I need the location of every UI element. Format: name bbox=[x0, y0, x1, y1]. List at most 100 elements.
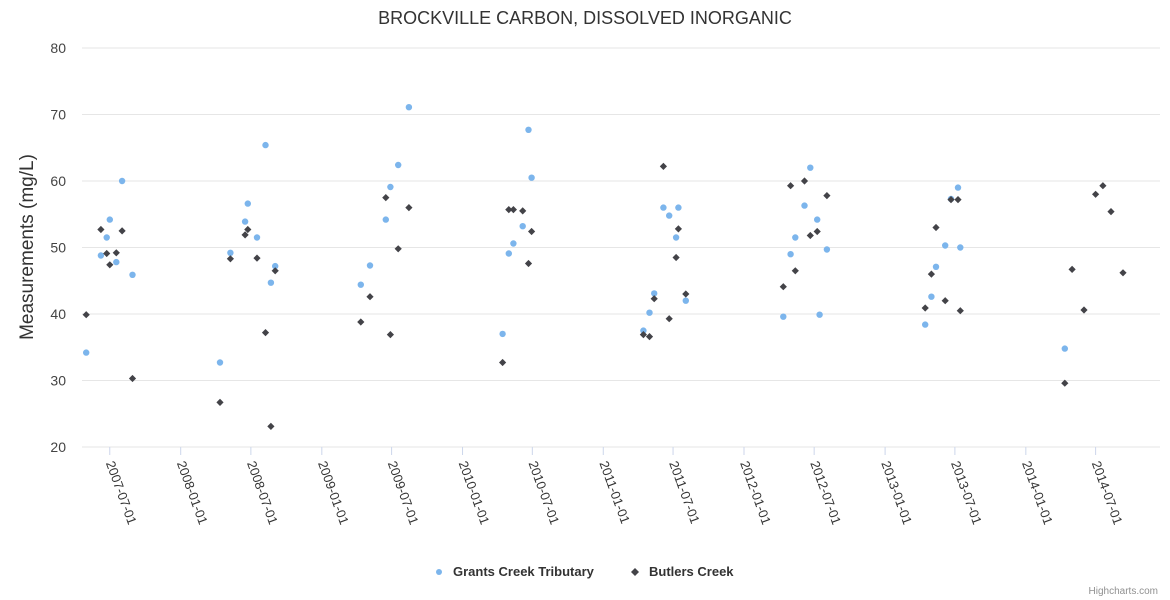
data-point[interactable] bbox=[83, 349, 90, 356]
data-point[interactable] bbox=[524, 259, 533, 268]
data-point[interactable] bbox=[106, 261, 114, 269]
data-point[interactable] bbox=[271, 267, 279, 275]
data-point[interactable] bbox=[505, 250, 512, 257]
data-point[interactable] bbox=[244, 200, 251, 207]
data-point[interactable] bbox=[241, 218, 249, 225]
data-point[interactable] bbox=[499, 330, 506, 338]
data-point[interactable] bbox=[97, 225, 105, 234]
data-point[interactable] bbox=[267, 279, 275, 286]
data-point[interactable] bbox=[956, 307, 964, 315]
data-point[interactable] bbox=[216, 398, 224, 406]
data-point[interactable] bbox=[816, 311, 823, 318]
data-point[interactable] bbox=[672, 234, 680, 241]
data-point[interactable] bbox=[357, 318, 365, 326]
data-point[interactable] bbox=[659, 162, 667, 170]
data-point[interactable] bbox=[387, 183, 394, 191]
data-point[interactable] bbox=[791, 267, 799, 275]
data-point[interactable] bbox=[382, 194, 390, 202]
data-point[interactable] bbox=[405, 104, 413, 111]
data-point[interactable] bbox=[394, 245, 402, 253]
data-point[interactable] bbox=[651, 290, 658, 297]
data-point[interactable] bbox=[957, 244, 964, 251]
data-point[interactable] bbox=[1092, 190, 1100, 198]
data-point[interactable] bbox=[528, 174, 535, 181]
data-point[interactable] bbox=[682, 297, 689, 304]
data-point[interactable] bbox=[244, 225, 252, 234]
data-point[interactable] bbox=[639, 331, 647, 339]
data-point[interactable] bbox=[665, 315, 673, 323]
data-point[interactable] bbox=[253, 254, 261, 262]
data-point[interactable] bbox=[261, 329, 270, 337]
data-point[interactable] bbox=[113, 258, 120, 266]
data-point[interactable] bbox=[505, 206, 513, 214]
data-point[interactable] bbox=[395, 161, 402, 169]
data-point[interactable] bbox=[262, 141, 269, 149]
data-point[interactable] bbox=[787, 251, 794, 258]
data-point[interactable] bbox=[267, 422, 275, 430]
data-point[interactable] bbox=[226, 255, 234, 263]
data-point[interactable] bbox=[674, 225, 682, 233]
data-point[interactable] bbox=[941, 297, 949, 305]
data-point[interactable] bbox=[366, 293, 374, 301]
data-point[interactable] bbox=[528, 227, 536, 236]
legend-item-grants-creek[interactable]: Grants Creek Tributary bbox=[436, 564, 595, 579]
data-point[interactable] bbox=[800, 177, 809, 185]
data-point[interactable] bbox=[954, 196, 962, 204]
data-point[interactable] bbox=[241, 231, 249, 239]
data-point[interactable] bbox=[103, 234, 110, 241]
data-point[interactable] bbox=[82, 311, 90, 319]
data-point[interactable] bbox=[97, 252, 105, 259]
data-point[interactable] bbox=[672, 253, 680, 262]
data-point[interactable] bbox=[216, 359, 224, 366]
data-point[interactable] bbox=[129, 271, 136, 278]
data-point[interactable] bbox=[382, 216, 389, 223]
data-point[interactable] bbox=[118, 227, 126, 235]
data-point[interactable] bbox=[823, 246, 831, 253]
data-point[interactable] bbox=[675, 204, 682, 211]
data-point[interactable] bbox=[650, 295, 658, 303]
data-point[interactable] bbox=[1068, 265, 1076, 273]
data-point[interactable] bbox=[645, 333, 654, 341]
data-point[interactable] bbox=[813, 227, 821, 236]
credits-link[interactable]: Highcharts.com bbox=[1089, 586, 1158, 597]
data-point[interactable] bbox=[1061, 379, 1069, 387]
data-point[interactable] bbox=[779, 283, 787, 291]
data-point[interactable] bbox=[272, 262, 279, 270]
data-point[interactable] bbox=[666, 212, 673, 219]
data-point[interactable] bbox=[928, 293, 935, 300]
data-point[interactable] bbox=[954, 184, 962, 191]
data-point[interactable] bbox=[922, 321, 929, 328]
data-point[interactable] bbox=[806, 231, 814, 240]
data-point[interactable] bbox=[792, 234, 799, 241]
data-point[interactable] bbox=[646, 309, 653, 316]
data-point[interactable] bbox=[947, 196, 955, 204]
data-point[interactable] bbox=[357, 281, 364, 288]
data-point[interactable] bbox=[682, 290, 690, 298]
data-point[interactable] bbox=[921, 304, 929, 312]
data-point[interactable] bbox=[103, 249, 111, 258]
data-point[interactable] bbox=[932, 263, 940, 270]
data-point[interactable] bbox=[519, 223, 526, 230]
data-point[interactable] bbox=[927, 270, 935, 278]
data-point[interactable] bbox=[801, 202, 808, 209]
data-point[interactable] bbox=[106, 216, 114, 223]
data-point[interactable] bbox=[660, 204, 667, 211]
data-point[interactable] bbox=[112, 249, 120, 257]
data-point[interactable] bbox=[366, 262, 374, 269]
legend-item-butlers-creek[interactable]: Butlers Creek bbox=[631, 564, 734, 579]
data-point[interactable] bbox=[1107, 208, 1115, 216]
data-point[interactable] bbox=[932, 223, 940, 232]
data-point[interactable] bbox=[499, 358, 507, 367]
data-point[interactable] bbox=[807, 164, 814, 171]
data-point[interactable] bbox=[525, 126, 532, 133]
data-point[interactable] bbox=[1099, 182, 1107, 190]
data-point[interactable] bbox=[1061, 345, 1069, 352]
data-point[interactable] bbox=[787, 182, 795, 190]
data-point[interactable] bbox=[509, 206, 517, 214]
data-point[interactable] bbox=[1119, 269, 1127, 277]
data-point[interactable] bbox=[814, 216, 821, 223]
data-point[interactable] bbox=[227, 249, 234, 256]
data-point[interactable] bbox=[1080, 306, 1088, 314]
data-point[interactable] bbox=[640, 327, 647, 334]
data-point[interactable] bbox=[128, 374, 137, 383]
